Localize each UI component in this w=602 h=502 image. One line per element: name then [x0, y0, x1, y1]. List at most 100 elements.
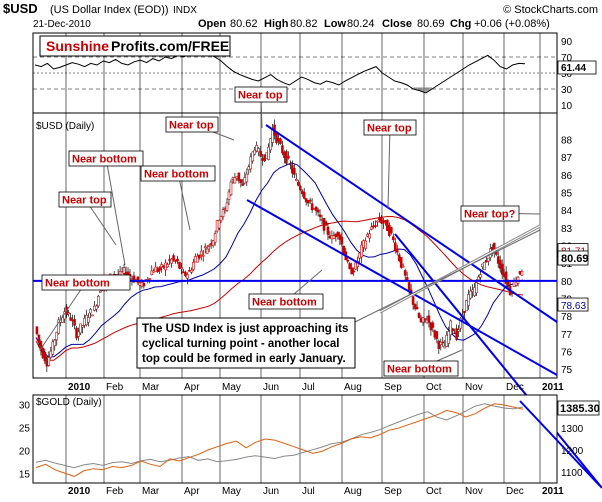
- candle-body: [487, 257, 490, 262]
- price-y-tick: 76: [561, 348, 573, 359]
- price-y-tick: 86: [561, 171, 573, 182]
- candle-body: [306, 200, 310, 204]
- reference-label: 78.63: [561, 301, 586, 312]
- annotation-label: Near bottom: [387, 364, 452, 376]
- trend-line: [246, 199, 558, 376]
- candle-body: [294, 179, 298, 181]
- candle-body: [186, 274, 189, 279]
- commentary-pointer: [354, 229, 541, 323]
- header-date: 21-Dec-2010: [33, 19, 91, 30]
- candle-body: [500, 263, 504, 275]
- annotation-label: Near top: [367, 123, 412, 135]
- candle-body: [43, 352, 47, 362]
- candle-body: [296, 181, 300, 186]
- rsi-y-tick: 70: [561, 53, 573, 64]
- candle-body: [67, 312, 70, 315]
- candle-body: [148, 278, 152, 280]
- candle-body: [336, 231, 340, 237]
- annotation-box: [68, 150, 144, 167]
- annotation-label: Near top: [238, 90, 283, 102]
- x-tick-label: 2011: [542, 486, 564, 497]
- gold-y-tick-left: 20: [19, 447, 31, 458]
- candle-body: [196, 255, 199, 263]
- candle-body: [122, 267, 126, 274]
- candle-body: [281, 145, 284, 154]
- gold-y-tick-right: 1100: [561, 468, 583, 479]
- candle-body: [51, 341, 55, 355]
- trend-line: [265, 124, 558, 323]
- header-low: 80.24: [347, 18, 375, 30]
- candle-body: [374, 225, 377, 227]
- candle-body: [176, 258, 179, 262]
- candle-body: [403, 270, 407, 276]
- candle-body: [142, 282, 146, 287]
- candle-body: [401, 265, 405, 268]
- candle-body: [79, 323, 82, 334]
- rsi-y-tick: 50: [561, 69, 573, 80]
- candle-body: [475, 282, 478, 294]
- candle-body: [229, 181, 233, 196]
- annotation-box: [383, 360, 459, 377]
- candle-body: [451, 328, 454, 332]
- candle-body: [431, 322, 435, 328]
- moving-average-50: [35, 162, 524, 358]
- gold-x-axis: 2010 Feb Mar Apr May Jun Jul Aug Sep Oct Nov Dec 201…: [68, 486, 564, 497]
- candle-body: [293, 168, 296, 175]
- candle-body: [443, 345, 447, 349]
- header-ohlc: Open 80.62 High 80.82 Low 80.24 Close 80…: [198, 18, 550, 30]
- candle-body: [98, 290, 102, 293]
- annotation-label: Near bottom: [144, 169, 209, 181]
- candle-body: [158, 267, 161, 271]
- candle-body: [316, 209, 320, 213]
- rsi-y-tick: 10: [561, 101, 573, 112]
- candle-body: [53, 339, 57, 347]
- candle-body: [415, 306, 419, 310]
- candle-body: [89, 309, 92, 314]
- candle-body: [348, 263, 352, 269]
- candle-body: [91, 314, 94, 317]
- header-open: 80.62: [230, 18, 258, 30]
- candle-body: [207, 245, 211, 247]
- rsi-y-tick: 90: [561, 37, 573, 48]
- candle-body: [360, 244, 363, 258]
- candle-body: [413, 304, 417, 309]
- annotation-label: Near top: [62, 195, 107, 207]
- candle-body: [205, 248, 209, 254]
- rsi-line: [34, 50, 526, 94]
- x-tick-label: Apr: [184, 486, 200, 497]
- candle-body: [447, 331, 451, 344]
- x-tick-label: Dec: [506, 382, 524, 393]
- candle-body: [479, 274, 482, 278]
- candle-body: [241, 183, 245, 186]
- annotation-box: [165, 116, 219, 133]
- gold-y-axis-left: 30 25 20 15: [19, 400, 31, 480]
- x-tick-label: Sep: [384, 486, 402, 497]
- candle-body: [435, 331, 439, 340]
- annotation-pointer: [387, 126, 391, 209]
- x-tick-label: Jun: [263, 382, 279, 393]
- brand-part2: Profits.com/FREE: [111, 38, 229, 54]
- candle-body: [423, 318, 427, 320]
- header-chg: +0.06 (+0.08%): [474, 18, 550, 30]
- candle-body: [69, 317, 72, 321]
- candle-body: [411, 296, 415, 305]
- candle-body: [417, 313, 421, 318]
- candle-body: [459, 318, 462, 329]
- header-close-label: Close: [382, 18, 412, 30]
- x-tick-label: Mar: [142, 382, 160, 393]
- annotation-box: [140, 165, 216, 182]
- candle-body: [324, 221, 328, 226]
- candle-body: [477, 276, 480, 281]
- candle-body: [251, 151, 255, 162]
- gold-y-tick-left: 30: [19, 400, 31, 411]
- x-tick-label: Dec: [506, 486, 524, 497]
- candle-body: [259, 150, 262, 157]
- candle-body: [318, 214, 322, 218]
- annotation-box: [234, 86, 288, 103]
- gold-line: [35, 403, 524, 477]
- header-close: 80.69: [417, 18, 445, 30]
- header-exchange: INDX: [173, 5, 197, 16]
- candle-body: [47, 356, 51, 366]
- candle-body: [267, 146, 270, 160]
- candle-body: [211, 240, 215, 246]
